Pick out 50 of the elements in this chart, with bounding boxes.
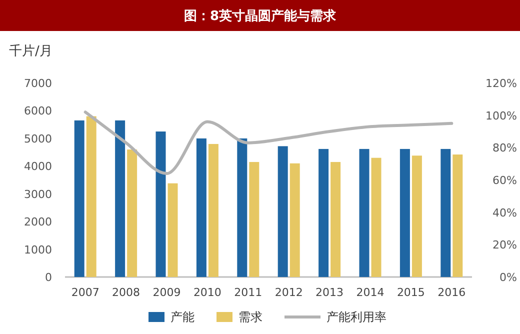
legend-label: 产能 [170,310,194,324]
y-tick-label: 2000 [24,216,52,229]
y2-tick-label: 60% [492,174,517,187]
bar [86,116,96,277]
x-tick-label: 2013 [316,286,344,299]
x-tick-label: 2016 [438,286,466,299]
bar [400,148,410,277]
y-axis-title: 千片/月 [9,44,52,59]
bar [196,138,206,277]
bar [278,146,288,277]
y-tick-label: 5000 [24,132,52,146]
bar [208,144,218,277]
x-tick-label: 2010 [193,286,222,299]
legend-label: 产能利用率 [326,310,386,324]
y-tick-label: 0 [45,271,52,284]
legend-label: 需求 [238,310,262,324]
y-tick-label: 6000 [24,104,52,118]
bar [452,154,463,277]
x-tick-label: 2008 [112,286,140,299]
x-tick-label: 2015 [396,286,425,299]
x-tick-label: 2012 [274,286,303,299]
x-tick-label: 2014 [356,286,384,299]
bar [318,148,329,277]
bar [249,162,260,277]
bar [371,158,382,277]
bar [359,148,370,277]
bar [290,163,300,277]
y-tick-label: 4000 [24,160,52,174]
bar [168,183,178,277]
x-tick-label: 2007 [71,286,100,299]
y-tick-label: 3000 [24,188,52,201]
bar [440,148,451,277]
chart-title: 图：8英寸晶圆产能与需求 [184,8,338,24]
bar [330,162,341,277]
y2-tick-label: 20% [492,238,517,252]
y2-tick-label: 120% [486,77,517,90]
bar [237,138,248,277]
y2-tick-label: 100% [486,109,517,122]
y2-tick-label: 40% [492,206,517,220]
y2-tick-label: 80% [492,142,517,155]
bar [412,156,422,277]
x-tick-label: 2009 [152,286,181,299]
y-tick-label: 7000 [24,77,52,90]
bar [115,120,126,277]
y-tick-label: 1000 [24,243,52,256]
bar [156,132,166,277]
x-tick-label: 2011 [234,286,262,299]
bar [74,120,84,277]
y2-tick-label: 0% [500,271,517,284]
bar [127,150,138,277]
